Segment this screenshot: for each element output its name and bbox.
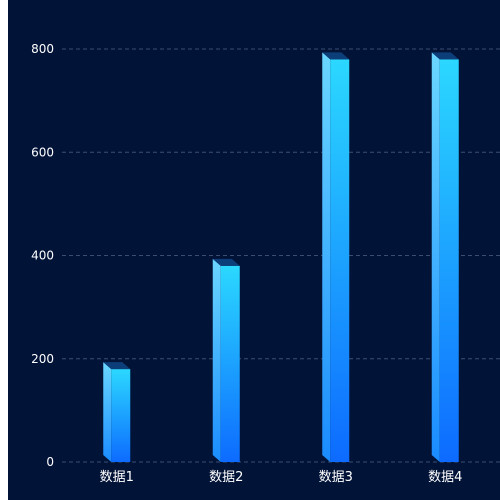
bar-side-face bbox=[322, 52, 331, 462]
bar-front-face bbox=[220, 265, 240, 462]
x-category-label: 数据4 bbox=[428, 470, 462, 485]
bars-layer bbox=[103, 52, 459, 462]
bar-front-face bbox=[439, 59, 459, 462]
bar-top-cap bbox=[212, 258, 240, 266]
x-category-label: 数据3 bbox=[319, 470, 353, 485]
bar-top-cap bbox=[431, 52, 459, 60]
bar[interactable] bbox=[212, 258, 240, 462]
y-tick-label: 600 bbox=[31, 145, 54, 159]
bar[interactable] bbox=[431, 52, 459, 462]
bar-side-face bbox=[103, 362, 112, 462]
bar-top-cap bbox=[103, 362, 131, 370]
x-category-label: 数据1 bbox=[100, 470, 134, 485]
x-category-label: 数据2 bbox=[209, 470, 243, 485]
bar-side-face bbox=[212, 258, 221, 462]
bar-top-cap bbox=[322, 52, 350, 60]
bar-chart: 0 200 400 600 800 数据1 数据2 数据3 数据4 bbox=[31, 42, 500, 485]
y-tick-label: 400 bbox=[31, 249, 54, 263]
bar-side-face bbox=[431, 52, 440, 462]
y-tick-label: 0 bbox=[46, 455, 54, 469]
y-axis-labels: 0 200 400 600 800 bbox=[31, 42, 54, 469]
bar[interactable] bbox=[322, 52, 350, 462]
bar-front-face bbox=[111, 369, 131, 462]
chart-panel: 0 200 400 600 800 数据1 数据2 数据3 数据4 bbox=[8, 0, 500, 500]
y-tick-label: 800 bbox=[31, 42, 54, 56]
y-tick-label: 200 bbox=[31, 352, 54, 366]
bar[interactable] bbox=[103, 362, 131, 462]
bar-front-face bbox=[330, 59, 350, 462]
grid-layer bbox=[62, 48, 500, 463]
x-axis-labels: 数据1 数据2 数据3 数据4 bbox=[100, 470, 463, 485]
